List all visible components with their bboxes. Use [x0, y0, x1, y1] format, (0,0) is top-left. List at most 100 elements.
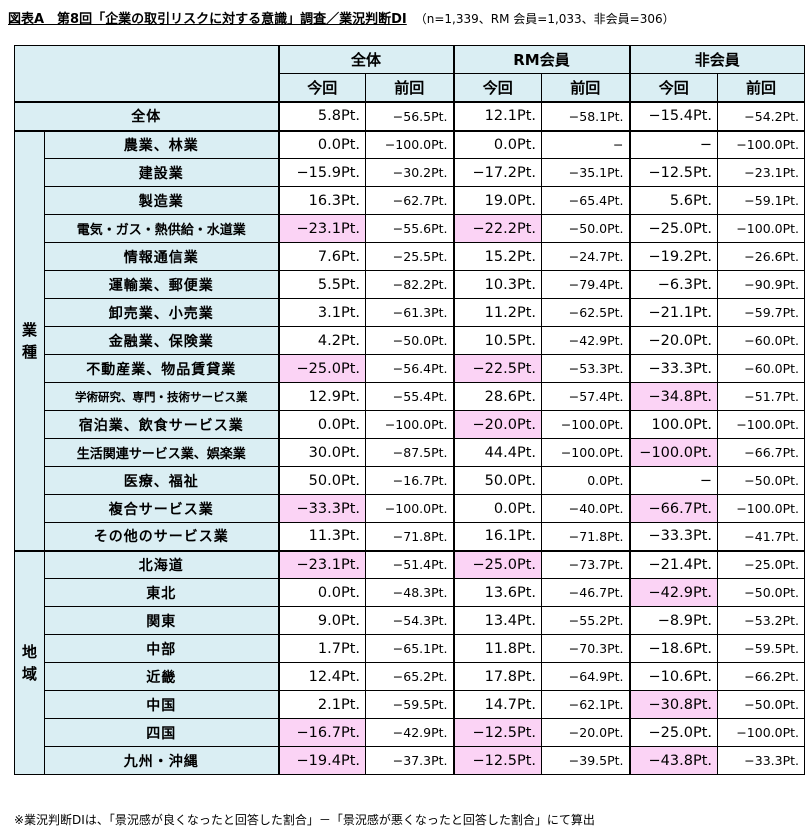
row-label: 生活関連サービス業、娯楽業 [44, 438, 279, 467]
value-cell: −65.1Pt. [365, 634, 454, 663]
value-cell: −64.9Pt. [541, 662, 630, 691]
row-label: 宿泊業、飲食サービス業 [44, 410, 279, 439]
value-cell: −34.8Pt. [628, 382, 718, 411]
row-label: 学術研究、専門・技術サービス業 [44, 382, 279, 411]
value-cell: 3.1Pt. [277, 298, 366, 327]
value-cell: 5.5Pt. [277, 270, 366, 299]
value-cell: −20.0Pt. [541, 718, 630, 747]
table-row: 不動産業、物品賃貸業 −25.0Pt. −56.4Pt. −22.5Pt. −53.3P… [15, 354, 805, 383]
header-group-all: 全体 [277, 45, 454, 74]
value-cell: −100.0Pt. [717, 718, 805, 747]
table-row: 九州・沖縄 −19.4Pt. −37.3Pt. −12.5Pt. −39.5Pt. −43… [15, 746, 805, 775]
value-cell: 12.4Pt. [277, 662, 366, 691]
value-cell: −50.0Pt. [717, 690, 805, 719]
value-cell: 17.8Pt. [452, 662, 542, 691]
value-cell: −33.3Pt. [717, 746, 805, 775]
header-row-periods: 今回 前回 今回 前回 今回 前回 [15, 73, 805, 102]
value-cell: −70.3Pt. [541, 634, 630, 663]
value-cell: −82.2Pt. [365, 270, 454, 299]
table-row: 関東 9.0Pt. −54.3Pt. 13.4Pt. −55.2Pt. −8.9Pt. −5… [15, 606, 805, 635]
value-cell: −71.8Pt. [541, 522, 630, 551]
value-cell: 2.1Pt. [277, 690, 366, 719]
value-cell: −23.1Pt. [717, 158, 805, 187]
value-cell: −25.5Pt. [365, 242, 454, 271]
value-cell: 11.3Pt. [277, 522, 366, 551]
table-row: 製造業 16.3Pt. −62.7Pt. 19.0Pt. −65.4Pt. 5.6Pt. −… [15, 186, 805, 215]
value-cell: −50.0Pt. [717, 578, 805, 607]
row-label: 製造業 [44, 186, 279, 215]
row-label: 不動産業、物品賃貸業 [44, 354, 279, 383]
value-cell: −60.0Pt. [717, 326, 805, 355]
row-label: 中部 [44, 634, 279, 663]
value-cell: 10.5Pt. [452, 326, 542, 355]
table-row-total: 全体 5.8Pt. −56.5Pt. 12.1Pt. −58.1Pt. −15.4Pt. −… [14, 100, 805, 131]
value-cell: −25.0Pt. [628, 214, 718, 243]
value-cell: −25.0Pt. [628, 718, 718, 747]
header-group-rm-members: RM会員 [452, 45, 630, 74]
value-cell: −100.0Pt. [717, 494, 805, 523]
table-row: 医療、福祉 50.0Pt. −16.7Pt. 50.0Pt. 0.0Pt. − −50.0P… [15, 466, 805, 495]
value-cell: −37.3Pt. [365, 746, 454, 775]
value-cell: −100.0Pt. [541, 438, 630, 467]
value-cell: −59.5Pt. [717, 634, 805, 663]
value-cell: −66.7Pt. [628, 494, 718, 523]
value-cell: −25.0Pt. [452, 549, 542, 579]
value-cell: 11.8Pt. [452, 634, 542, 663]
value-cell: −48.3Pt. [365, 578, 454, 607]
value-cell: −50.0Pt. [541, 214, 630, 243]
value-cell: −51.7Pt. [717, 382, 805, 411]
value-cell: −20.0Pt. [628, 326, 718, 355]
value-cell: −8.9Pt. [628, 606, 718, 635]
row-label: 建設業 [44, 158, 279, 187]
table-row: 運輸業、郵便業 5.5Pt. −82.2Pt. 10.3Pt. −79.4Pt. −6.3… [15, 270, 805, 299]
table-row: 卸売業、小売業 3.1Pt. −61.3Pt. 11.2Pt. −62.5Pt. −21.… [15, 298, 805, 327]
value-cell: 7.6Pt. [277, 242, 366, 271]
value-cell: −66.7Pt. [717, 438, 805, 467]
value-cell: −39.5Pt. [541, 746, 630, 775]
table-row: 宿泊業、飲食サービス業 0.0Pt. −100.0Pt. −20.0Pt. −100.0… [15, 410, 805, 439]
value-cell: −16.7Pt. [365, 466, 454, 495]
value-cell: −10.6Pt. [628, 662, 718, 691]
table-row: 近畿 12.4Pt. −65.2Pt. 17.8Pt. −64.9Pt. −10.6Pt.… [15, 662, 805, 691]
di-table: 全体 RM会員 非会員 今回 前回 今回 前回 今回 前回 全体 5.8Pt. −5… [14, 45, 805, 775]
row-label: 関東 [44, 606, 279, 635]
value-cell: 0.0Pt. [277, 578, 366, 607]
value-cell: −65.4Pt. [541, 186, 630, 215]
value-cell: −100.0Pt. [717, 410, 805, 439]
value-cell: −33.3Pt. [277, 494, 366, 523]
row-label: 卸売業、小売業 [44, 298, 279, 327]
value-cell: −55.6Pt. [365, 214, 454, 243]
value-cell: −100.0Pt. [541, 410, 630, 439]
value-cell: −18.6Pt. [628, 634, 718, 663]
value-cell: 16.3Pt. [277, 186, 366, 215]
value-cell: 0.0Pt. [277, 410, 366, 439]
value-cell: −54.3Pt. [365, 606, 454, 635]
value-cell: 0.0Pt. [277, 129, 366, 159]
title-sample-size: （n=1,339、RM 会員=1,033、非会員=306） [414, 12, 675, 26]
value-cell: −53.3Pt. [541, 354, 630, 383]
value-cell: −30.2Pt. [365, 158, 454, 187]
value-cell: −23.1Pt. [277, 214, 366, 243]
value-cell: −15.9Pt. [277, 158, 366, 187]
section-label: 地域 [14, 549, 45, 775]
value-cell: −90.9Pt. [717, 270, 805, 299]
value-cell: −54.2Pt. [717, 100, 805, 131]
value-cell: 28.6Pt. [452, 382, 542, 411]
header-group-non-members: 非会員 [628, 45, 805, 74]
row-label: 医療、福祉 [44, 466, 279, 495]
value-cell: 30.0Pt. [277, 438, 366, 467]
value-cell: −19.2Pt. [628, 242, 718, 271]
value-cell: 14.7Pt. [452, 690, 542, 719]
value-cell: 10.3Pt. [452, 270, 542, 299]
value-cell: −43.8Pt. [628, 746, 718, 775]
value-cell: −21.1Pt. [628, 298, 718, 327]
value-cell: −35.1Pt. [541, 158, 630, 187]
table-row: 電気・ガス・熱供給・水道業 −23.1Pt. −55.6Pt. −22.2Pt. −50… [15, 214, 805, 243]
header-current: 今回 [452, 73, 542, 102]
table-row: その他のサービス業 11.3Pt. −71.8Pt. 16.1Pt. −71.8Pt. −… [15, 522, 805, 551]
value-cell: −16.7Pt. [277, 718, 366, 747]
value-cell: −62.5Pt. [541, 298, 630, 327]
value-cell: −30.8Pt. [628, 690, 718, 719]
value-cell: −66.2Pt. [717, 662, 805, 691]
value-cell: −33.3Pt. [628, 522, 718, 551]
